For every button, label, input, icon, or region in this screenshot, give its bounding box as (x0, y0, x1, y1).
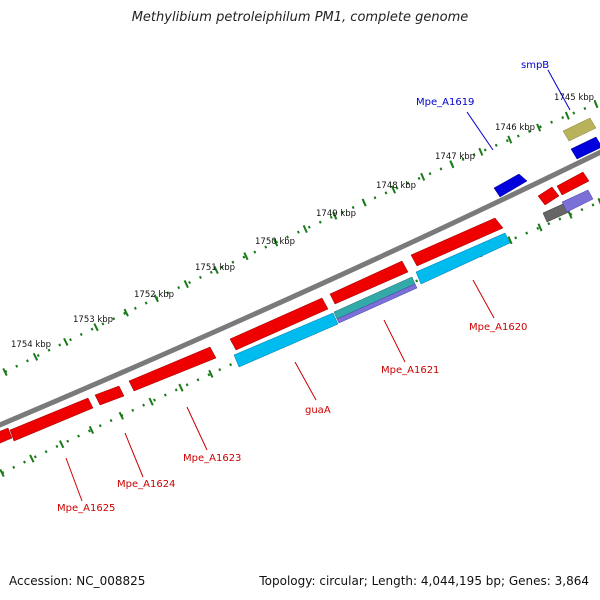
major-tick (243, 252, 249, 261)
scale-label: 1750 kbp (255, 237, 295, 247)
leader-Mpe_A1625 (65, 457, 83, 502)
scale-label: 1746 kbp (495, 123, 535, 133)
major-tick (93, 323, 99, 332)
major-tick (536, 123, 542, 132)
accession-text: Accession: NC_008825 (9, 574, 146, 588)
gene-red-edge[interactable] (0, 427, 13, 444)
leader-Mpe_A1620 (472, 279, 495, 319)
label-leaders (65, 69, 571, 502)
major-tick (153, 294, 159, 303)
major-tick (507, 135, 513, 144)
reverse-strand-genes (233, 189, 594, 368)
major-tick (208, 369, 214, 378)
gene-Mpe_A1624-red[interactable] (94, 385, 125, 406)
major-tick (63, 337, 69, 346)
genome-summary-text: Topology: circular; Length: 4,044,195 bp… (259, 574, 589, 588)
major-tick (273, 238, 279, 247)
major-tick (478, 147, 484, 156)
gene-Mpe_A1621-red[interactable] (329, 260, 409, 305)
scale-label: 1747 kbp (435, 152, 475, 162)
inner-tick-track (1, 200, 600, 475)
major-tick (390, 185, 396, 194)
gene-label-Mpe_A1623[interactable]: Mpe_A1623 (183, 453, 241, 464)
gene-label-Mpe_A1625[interactable]: Mpe_A1625 (57, 503, 115, 514)
leader-Mpe_A1624 (124, 432, 144, 478)
major-tick (361, 198, 367, 207)
scale-label: 1753 kbp (73, 315, 113, 325)
outer-major-ticks (2, 99, 599, 377)
leader-Mpe_A1621 (383, 319, 406, 363)
leader-smpB (547, 69, 571, 111)
gene-label-guaA[interactable]: guaA (305, 405, 331, 416)
major-tick (118, 411, 124, 420)
gene-Mpe_A1621-lavender[interactable] (336, 283, 418, 324)
major-tick (58, 440, 65, 449)
major-tick (2, 367, 8, 377)
scale-label: 1751 kbp (195, 263, 235, 273)
gene-Mpe_A1619[interactable] (493, 173, 528, 198)
forward-strand-genes (0, 117, 600, 444)
major-tick (148, 397, 154, 406)
page-title: Methylibium petroleiphilum PM1, complete… (131, 10, 469, 25)
major-tick (29, 454, 35, 463)
gene-Mpe_A1620-red[interactable] (410, 217, 504, 267)
major-tick (88, 425, 95, 434)
major-tick (593, 99, 599, 109)
major-tick (597, 197, 600, 205)
major-tick (564, 111, 570, 120)
scale-label: 1745 kbp (554, 93, 594, 103)
major-tick (0, 468, 5, 478)
gene-red-small[interactable] (537, 186, 560, 206)
gene-red-small[interactable] (556, 171, 590, 196)
scale-label: 1749 kbp (316, 209, 356, 219)
gene-Mpe_A1623-red[interactable] (128, 346, 217, 392)
major-tick (507, 236, 513, 245)
gene-label-Mpe_A1621[interactable]: Mpe_A1621 (381, 365, 439, 376)
major-tick (183, 279, 189, 289)
major-tick (420, 172, 426, 181)
major-tick (213, 265, 219, 275)
major-tick (178, 383, 184, 392)
gene-label-Mpe_A1619[interactable]: Mpe_A1619 (416, 97, 474, 108)
major-tick (123, 308, 129, 317)
gene-gray[interactable] (542, 202, 570, 223)
scale-label: 1752 kbp (134, 290, 174, 300)
major-tick (32, 352, 39, 361)
gene-guaA-cyan[interactable] (233, 312, 339, 368)
gene-guaA-red[interactable] (229, 297, 329, 351)
leader-Mpe_A1619 (466, 111, 494, 151)
gene-label-Mpe_A1620[interactable]: Mpe_A1620 (469, 322, 527, 333)
gene-Mpe_A1625-red[interactable] (9, 397, 94, 442)
major-tick (449, 160, 455, 169)
major-tick (537, 223, 543, 232)
scale-label: 1748 kbp (376, 181, 416, 191)
gene-smpB[interactable] (570, 136, 600, 160)
gene-label-Mpe_A1624[interactable]: Mpe_A1624 (117, 479, 175, 490)
gene-labels: smpB Mpe_A1619 Mpe_A1620 Mpe_A1621 guaA … (57, 60, 549, 514)
gene-label-smpB[interactable]: smpB (521, 60, 549, 71)
gene-lavender[interactable] (561, 189, 594, 213)
gene-khaki[interactable] (562, 117, 597, 142)
genome-backbone (0, 149, 600, 428)
major-tick (302, 224, 308, 234)
leader-Mpe_A1623 (186, 406, 208, 451)
scale-labels: 1745 kbp 1746 kbp 1747 kbp 1748 kbp 1749… (11, 93, 594, 350)
major-tick (332, 211, 338, 220)
gene-Mpe_A1620-cyan[interactable] (415, 232, 511, 285)
leader-guaA (294, 361, 317, 401)
scale-label: 1754 kbp (11, 340, 51, 350)
